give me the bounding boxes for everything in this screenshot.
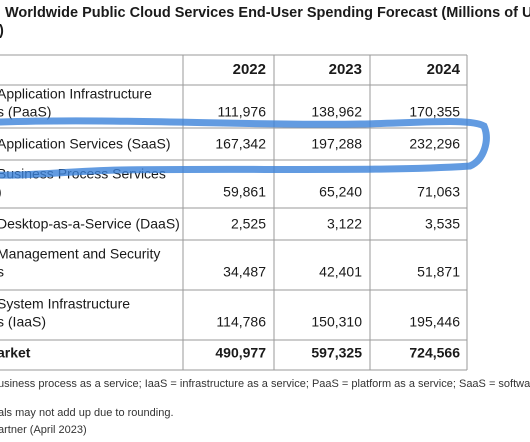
row-label: Application Infrastructure (0, 86, 152, 102)
cell-value: 111,976 (217, 104, 266, 120)
footnote: usiness process as a service; IaaS = inf… (0, 378, 530, 390)
cell-value: 71,063 (417, 184, 460, 200)
cell-value: 138,962 (311, 104, 362, 120)
cell-value: 195,446 (409, 314, 460, 330)
cell-value: 167,342 (215, 136, 266, 152)
cell-value: 51,871 (417, 264, 460, 280)
cell-value: 170,355 (409, 104, 460, 120)
row-label: ) (0, 184, 2, 200)
cell-value: 490,977 (215, 345, 266, 361)
title-line: ) (0, 23, 4, 39)
column-header: 2023 (329, 61, 362, 78)
column-header: 2022 (233, 61, 266, 78)
cell-value: 114,786 (216, 314, 266, 330)
row-label: s (PaaS) (0, 104, 51, 120)
cell-value: 3,535 (425, 216, 460, 232)
row-label: Desktop-as-a-Service (DaaS) (0, 216, 180, 232)
cell-value: 197,288 (311, 136, 362, 152)
cell-value: 2,525 (231, 216, 266, 232)
cell-value: 150,310 (311, 314, 362, 330)
cell-value: 65,240 (319, 184, 362, 200)
row-label: System Infrastructure (0, 296, 130, 312)
cell-value: 232,296 (409, 136, 460, 152)
row-label: s (0, 264, 4, 280)
highlight-scribble (0, 117, 490, 179)
cell-value: 34,487 (223, 264, 266, 280)
row-label: s (IaaS) (0, 314, 46, 330)
row-label: arket (0, 345, 31, 361)
footnote: als may not add up due to rounding. (0, 407, 174, 419)
cell-value: 3,122 (327, 216, 362, 232)
row-label: Application Services (SaaS) (0, 136, 171, 152)
cell-value: 724,566 (409, 345, 460, 361)
column-header: 2024 (427, 61, 461, 78)
cell-value: 42,401 (319, 264, 362, 280)
cell-value: 597,325 (311, 345, 362, 361)
cell-value: 59,861 (223, 184, 266, 200)
title-line: Worldwide Public Cloud Services End-User… (5, 5, 530, 21)
row-label: Management and Security (0, 246, 160, 262)
footnote: artner (April 2023) (0, 424, 87, 436)
